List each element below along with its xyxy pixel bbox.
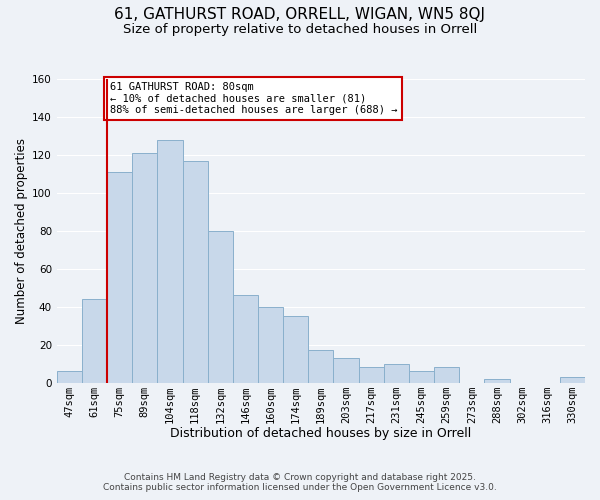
Bar xyxy=(484,379,509,382)
Bar xyxy=(334,358,359,382)
Bar xyxy=(182,160,208,382)
Text: Contains HM Land Registry data © Crown copyright and database right 2025.: Contains HM Land Registry data © Crown c… xyxy=(124,472,476,482)
Bar xyxy=(57,371,82,382)
Bar xyxy=(560,377,585,382)
Bar xyxy=(82,299,107,382)
Bar xyxy=(233,296,258,382)
Text: Size of property relative to detached houses in Orrell: Size of property relative to detached ho… xyxy=(123,22,477,36)
Text: 61, GATHURST ROAD, ORRELL, WIGAN, WN5 8QJ: 61, GATHURST ROAD, ORRELL, WIGAN, WN5 8Q… xyxy=(115,8,485,22)
Bar xyxy=(107,172,132,382)
Text: 61 GATHURST ROAD: 80sqm
← 10% of detached houses are smaller (81)
88% of semi-de: 61 GATHURST ROAD: 80sqm ← 10% of detache… xyxy=(110,82,397,115)
Bar xyxy=(132,153,157,382)
Bar xyxy=(384,364,409,382)
Bar xyxy=(258,306,283,382)
Bar xyxy=(308,350,334,382)
X-axis label: Distribution of detached houses by size in Orrell: Distribution of detached houses by size … xyxy=(170,427,472,440)
Bar xyxy=(208,231,233,382)
Bar xyxy=(157,140,182,382)
Text: Contains public sector information licensed under the Open Government Licence v3: Contains public sector information licen… xyxy=(103,482,497,492)
Bar xyxy=(359,368,384,382)
Y-axis label: Number of detached properties: Number of detached properties xyxy=(15,138,28,324)
Bar xyxy=(409,371,434,382)
Bar xyxy=(283,316,308,382)
Bar xyxy=(434,368,459,382)
